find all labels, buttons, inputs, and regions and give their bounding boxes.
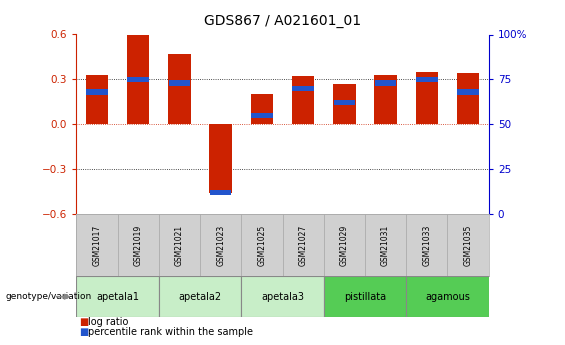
Bar	[365, 214, 406, 276]
Bar	[209, 124, 232, 193]
Bar	[457, 73, 480, 124]
Text: genotype/variation: genotype/variation	[6, 292, 92, 301]
Text: GSM21019: GSM21019	[134, 224, 142, 266]
Bar	[292, 76, 315, 124]
Text: GSM21027: GSM21027	[299, 224, 307, 266]
Text: GSM21029: GSM21029	[340, 224, 349, 266]
Bar	[406, 276, 489, 317]
Text: GSM21025: GSM21025	[258, 224, 266, 266]
Bar	[127, 77, 149, 82]
Bar	[210, 190, 232, 195]
Bar	[333, 100, 355, 105]
Text: GSM21033: GSM21033	[423, 224, 431, 266]
Bar	[374, 75, 397, 124]
Bar	[127, 34, 150, 124]
Text: ■: ■	[79, 327, 88, 337]
Bar	[86, 89, 108, 95]
Bar	[292, 86, 314, 91]
Text: percentile rank within the sample: percentile rank within the sample	[88, 327, 253, 337]
Bar	[416, 77, 438, 82]
Bar	[333, 84, 356, 124]
Bar	[375, 80, 397, 86]
Bar	[168, 54, 191, 124]
Text: GSM21031: GSM21031	[381, 224, 390, 266]
Bar	[457, 89, 479, 95]
Bar	[200, 214, 241, 276]
Bar	[282, 214, 324, 276]
Bar	[76, 276, 159, 317]
Bar	[241, 214, 282, 276]
Text: pistillata: pistillata	[344, 292, 386, 302]
Text: apetala1: apetala1	[96, 292, 139, 302]
Text: GSM21023: GSM21023	[216, 224, 225, 266]
Text: apetala3: apetala3	[261, 292, 304, 302]
Bar	[447, 214, 489, 276]
Text: agamous: agamous	[425, 292, 470, 302]
Text: GSM21021: GSM21021	[175, 224, 184, 266]
Text: GSM21017: GSM21017	[93, 224, 101, 266]
Bar	[118, 214, 159, 276]
Bar	[250, 94, 273, 124]
Bar	[415, 72, 438, 124]
Text: ■: ■	[79, 317, 88, 326]
Text: GSM21035: GSM21035	[464, 224, 472, 266]
Text: log ratio: log ratio	[88, 317, 128, 326]
Bar	[406, 214, 447, 276]
Bar	[76, 214, 118, 276]
Bar	[251, 112, 273, 118]
Bar	[85, 75, 108, 124]
Bar	[159, 276, 241, 317]
Text: apetala2: apetala2	[179, 292, 221, 302]
Bar	[241, 276, 324, 317]
Text: GDS867 / A021601_01: GDS867 / A021601_01	[204, 14, 361, 28]
Bar	[159, 214, 200, 276]
Bar	[324, 276, 406, 317]
Bar	[168, 80, 190, 86]
Bar	[324, 214, 365, 276]
